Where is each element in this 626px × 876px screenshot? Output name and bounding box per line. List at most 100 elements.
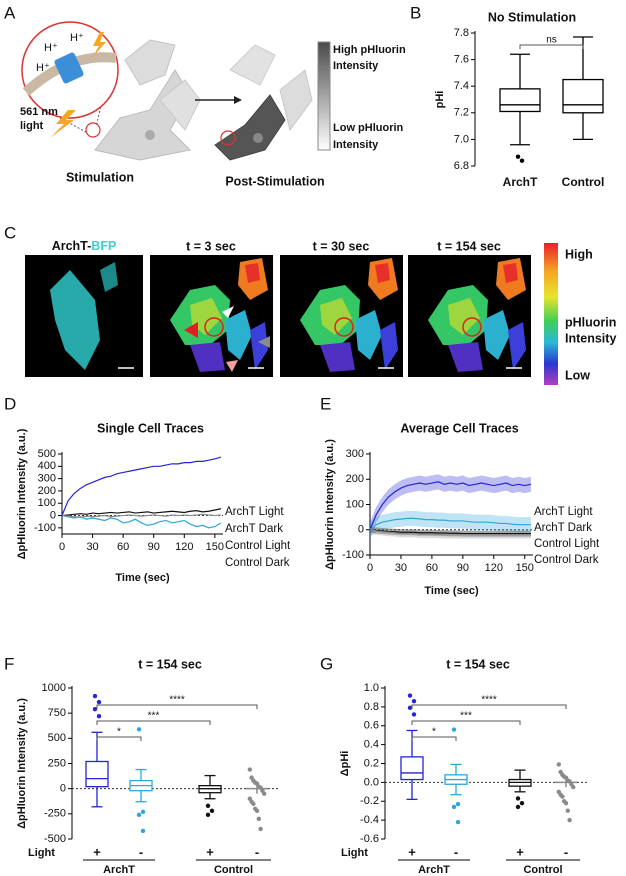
outlier bbox=[136, 727, 142, 732]
outlier bbox=[455, 801, 461, 807]
point bbox=[560, 794, 565, 799]
outlier bbox=[140, 828, 146, 834]
x-tick-label: - bbox=[139, 844, 143, 859]
chart-title: No Stimulation bbox=[488, 10, 576, 24]
x-tick-label: - bbox=[454, 844, 458, 859]
y-tick-label: -0.6 bbox=[360, 833, 379, 845]
y-tick-label: 200 bbox=[38, 485, 56, 497]
row-label: Light bbox=[28, 847, 55, 859]
significance-bracket bbox=[411, 704, 567, 709]
x-tick-label: 60 bbox=[117, 541, 129, 553]
x-axis-label: Time (sec) bbox=[115, 572, 170, 584]
y-tick-label: 0.0 bbox=[364, 776, 379, 788]
x-tick-label: - bbox=[564, 844, 568, 859]
y-tick-label: -100 bbox=[342, 549, 364, 561]
outlier bbox=[140, 809, 146, 815]
outlier bbox=[96, 713, 102, 719]
point bbox=[258, 826, 263, 832]
colorbar-label: Intensity bbox=[565, 331, 616, 345]
outlier bbox=[205, 812, 211, 818]
x-tick-label: ArchT bbox=[503, 175, 538, 189]
y-tick-label: 250 bbox=[48, 757, 66, 769]
panel-label: B bbox=[410, 3, 421, 22]
group-label: ArchT bbox=[103, 864, 135, 876]
error-band bbox=[370, 525, 531, 539]
y-tick-label: 500 bbox=[38, 448, 56, 460]
light-label: 561 nm bbox=[20, 106, 58, 118]
line bbox=[61, 508, 222, 517]
scale-high-label: Intensity bbox=[333, 60, 379, 72]
outlier bbox=[451, 727, 457, 732]
channel-label: ArchT-BFP bbox=[52, 239, 117, 253]
outlier bbox=[96, 699, 102, 705]
y-tick-label: -500 bbox=[44, 833, 66, 845]
significance-label: **** bbox=[169, 695, 185, 706]
x-tick-label: 30 bbox=[395, 562, 407, 574]
x-axis-label: Time (sec) bbox=[424, 585, 479, 597]
legend-label: ArchT Light bbox=[225, 506, 284, 518]
y-tick-label: 300 bbox=[38, 473, 56, 485]
significance-label: **** bbox=[481, 695, 497, 706]
x-tick-label: 0 bbox=[59, 541, 65, 553]
outlier bbox=[455, 819, 461, 825]
significance-label: *** bbox=[460, 711, 472, 722]
chart-title: t = 154 sec bbox=[138, 657, 202, 671]
diagram: H⁺ H⁺ H⁺ 561 nm light Stimulation Post-S… bbox=[20, 21, 406, 188]
y-axis-label: ΔpHluorin Intensity (a.u.) bbox=[324, 439, 336, 570]
y-axis-label: ΔpHi bbox=[339, 751, 351, 777]
x-tick-label: 90 bbox=[148, 541, 160, 553]
x-tick-label: + bbox=[93, 844, 101, 859]
panel-label: G bbox=[320, 654, 333, 673]
outlier bbox=[411, 712, 417, 717]
point bbox=[256, 816, 261, 822]
group-label: Control bbox=[523, 864, 562, 876]
x-tick-label: + bbox=[206, 844, 214, 859]
point bbox=[254, 808, 260, 814]
channel-name: ArchT- bbox=[52, 239, 92, 253]
y-tick-label: 100 bbox=[38, 497, 56, 509]
significance-label: ns bbox=[546, 35, 557, 46]
significance-bracket bbox=[411, 736, 457, 741]
y-tick-label: 7.2 bbox=[454, 107, 469, 119]
outlier bbox=[519, 158, 525, 163]
ion-label: H⁺ bbox=[36, 62, 50, 74]
scale-low-label: Intensity bbox=[333, 139, 379, 151]
significance-bracket bbox=[96, 720, 211, 725]
legend-label: ArchT Dark bbox=[225, 523, 283, 535]
outlier bbox=[407, 705, 413, 711]
y-tick-label: 0.4 bbox=[364, 739, 379, 751]
x-tick-label: 150 bbox=[516, 562, 534, 574]
panel-label: E bbox=[320, 394, 331, 413]
y-tick-label: 0.6 bbox=[364, 720, 379, 732]
row-label: Light bbox=[341, 847, 368, 859]
line bbox=[369, 481, 532, 530]
panel-label: A bbox=[4, 3, 16, 22]
line bbox=[61, 456, 222, 516]
error-band bbox=[370, 474, 531, 538]
point bbox=[571, 784, 576, 790]
point bbox=[247, 767, 252, 772]
legend-label: ArchT Dark bbox=[534, 522, 592, 534]
significance-label: * bbox=[117, 727, 121, 738]
point bbox=[262, 791, 267, 796]
ion-label: H⁺ bbox=[70, 32, 84, 44]
y-tick-label: 100 bbox=[346, 498, 364, 510]
significance-bracket bbox=[519, 44, 584, 49]
line bbox=[369, 529, 531, 535]
x-tick-label: 90 bbox=[457, 562, 469, 574]
box bbox=[400, 756, 424, 781]
light-label: light bbox=[20, 120, 44, 132]
legend-label: Control Light bbox=[534, 538, 600, 550]
x-tick-label: 120 bbox=[175, 541, 193, 553]
colorbar-label: pHluorin bbox=[565, 315, 616, 329]
outlier bbox=[92, 706, 98, 712]
y-tick-label: 1000 bbox=[42, 682, 66, 694]
chart-title: Single Cell Traces bbox=[97, 421, 204, 435]
x-tick-label: - bbox=[255, 844, 259, 859]
x-tick-label: 60 bbox=[426, 562, 438, 574]
outlier bbox=[519, 800, 525, 806]
y-tick-label: -0.4 bbox=[360, 814, 379, 826]
x-tick-label: 30 bbox=[86, 541, 98, 553]
y-tick-label: 0 bbox=[60, 783, 66, 795]
significance-bracket bbox=[411, 720, 521, 725]
